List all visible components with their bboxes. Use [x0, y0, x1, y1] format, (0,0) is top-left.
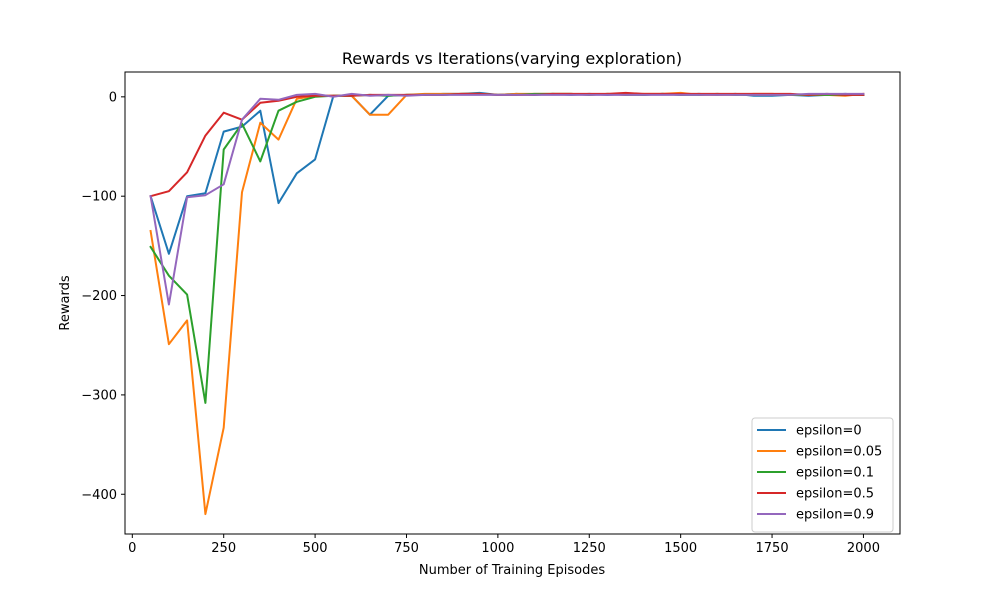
legend-entry: epsilon=0.9 — [796, 508, 874, 523]
chart-title: Rewards vs Iterations(varying exploratio… — [342, 49, 682, 68]
legend-box — [751, 417, 894, 533]
y-tick-label: −400 — [81, 488, 117, 503]
y-axis-label: Rewards — [58, 275, 73, 330]
x-tick-label: 1750 — [756, 541, 789, 556]
y-tick-label: −100 — [81, 190, 117, 205]
legend-entry: epsilon=0.05 — [796, 445, 882, 460]
y-tick-label: −300 — [81, 388, 117, 403]
legend-entry: epsilon=0 — [796, 424, 862, 439]
x-axis-label: Number of Training Episodes — [419, 563, 605, 578]
x-tick-label: 1500 — [664, 541, 697, 556]
y-tick-label: 0 — [109, 90, 117, 105]
x-tick-label: 250 — [211, 541, 236, 556]
y-axis: 0 −100 −200 −300 −400 — [81, 90, 125, 503]
x-axis: 0 250 500 750 1000 1250 1500 1750 2000 — [128, 534, 880, 556]
legend-entry: epsilon=0.1 — [796, 466, 874, 481]
legend: epsilon=0 epsilon=0.05 epsilon=0.1 epsilon=… — [751, 417, 894, 533]
x-tick-label: 500 — [303, 541, 328, 556]
plot-frame — [124, 71, 901, 535]
x-tick-label: 750 — [394, 541, 419, 556]
x-tick-label: 1250 — [573, 541, 606, 556]
y-tick-label: −200 — [81, 289, 117, 304]
series-line-4 — [149, 92, 865, 306]
x-tick-label: 2000 — [847, 541, 880, 556]
x-tick-label: 0 — [128, 541, 136, 556]
plot-area — [149, 91, 865, 516]
legend-entry: epsilon=0.5 — [796, 487, 874, 502]
x-tick-label: 1000 — [481, 541, 514, 556]
